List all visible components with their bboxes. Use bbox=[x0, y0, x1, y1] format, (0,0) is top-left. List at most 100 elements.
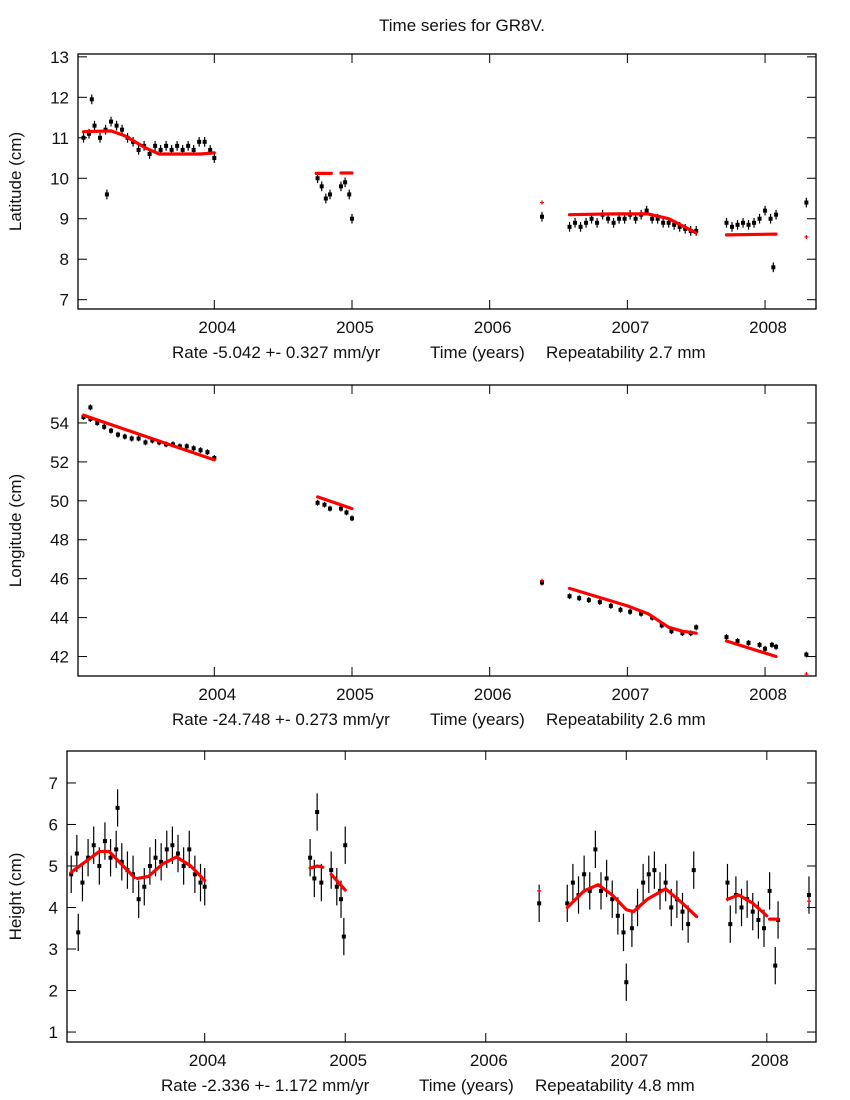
data-point bbox=[598, 888, 603, 893]
data-point bbox=[319, 880, 324, 885]
data-point bbox=[586, 598, 591, 603]
data-point bbox=[767, 888, 772, 893]
data-point bbox=[147, 863, 152, 868]
data-point bbox=[175, 143, 180, 148]
data-point bbox=[565, 901, 570, 906]
data-point bbox=[633, 216, 638, 221]
data-point bbox=[315, 500, 320, 505]
data-point bbox=[181, 863, 186, 868]
x-tick-label: 2007 bbox=[611, 318, 649, 337]
repeatability-label: Repeatability 2.7 mm bbox=[546, 343, 706, 362]
data-point bbox=[617, 216, 622, 221]
data-point bbox=[655, 216, 660, 221]
data-point bbox=[136, 436, 141, 441]
data-point bbox=[694, 228, 699, 233]
data-point bbox=[628, 609, 633, 614]
data-point bbox=[641, 880, 646, 885]
data-point bbox=[341, 934, 346, 939]
x-tick-label: 2006 bbox=[470, 1051, 508, 1070]
data-point bbox=[74, 851, 79, 856]
data-point bbox=[694, 625, 699, 630]
data-point bbox=[119, 859, 124, 864]
data-point bbox=[95, 420, 100, 425]
data-point bbox=[762, 926, 767, 931]
data-point bbox=[577, 596, 582, 601]
y-tick-label: 48 bbox=[50, 531, 69, 550]
data-point bbox=[102, 839, 107, 844]
data-point bbox=[589, 216, 594, 221]
fit-point bbox=[537, 888, 542, 893]
data-point bbox=[197, 139, 202, 144]
data-point bbox=[115, 432, 120, 437]
fit-line bbox=[724, 639, 778, 659]
data-point bbox=[158, 147, 163, 152]
data-point bbox=[593, 847, 598, 852]
data-point bbox=[573, 220, 578, 225]
data-point bbox=[768, 216, 773, 221]
data-point bbox=[646, 872, 651, 877]
x-tick-label: 2005 bbox=[336, 318, 374, 337]
x-axis-label: Time (years) bbox=[419, 1076, 514, 1095]
y-tick-label: 52 bbox=[50, 453, 69, 472]
data-point bbox=[669, 905, 674, 910]
data-point bbox=[164, 847, 169, 852]
y-axis-label: Longitude (cm) bbox=[6, 474, 25, 587]
data-point bbox=[312, 876, 317, 881]
data-point bbox=[108, 855, 113, 860]
data-point bbox=[186, 143, 191, 148]
data-point bbox=[170, 843, 175, 848]
data-point bbox=[344, 510, 349, 515]
y-tick-label: 7 bbox=[49, 774, 58, 793]
y-tick-label: 46 bbox=[50, 570, 69, 589]
y-tick-label: 8 bbox=[60, 250, 69, 269]
y-tick-label: 2 bbox=[49, 982, 58, 1001]
rate-label: Rate -24.748 +- 0.273 mm/yr bbox=[172, 710, 390, 729]
plot-frame bbox=[66, 750, 817, 1043]
figure-title: Time series for GR8V. bbox=[379, 16, 545, 35]
x-tick-label: 2007 bbox=[610, 1051, 648, 1070]
data-point bbox=[771, 265, 776, 270]
data-point bbox=[153, 855, 158, 860]
fit-point bbox=[806, 899, 811, 904]
x-tick-label: 2004 bbox=[198, 685, 236, 704]
y-tick-label: 6 bbox=[49, 815, 58, 834]
fit-line bbox=[135, 855, 207, 883]
plot-frame bbox=[77, 384, 817, 677]
data-point bbox=[159, 859, 164, 864]
data-point bbox=[650, 216, 655, 221]
data-point bbox=[741, 220, 746, 225]
data-point bbox=[180, 147, 185, 152]
panel-height: 1 2 3 4 5 6 7 2004 2005 2006 2007 2008 Height (cm) Ra… bbox=[6, 750, 817, 1095]
panel-longitude: 42 44 46 48 50 52 54 2004 2005 2006 2007 2008 Longit… bbox=[6, 384, 817, 729]
y-tick-label: 5 bbox=[49, 857, 58, 876]
fit-line bbox=[69, 849, 137, 880]
data-point bbox=[212, 156, 217, 161]
data-point bbox=[143, 440, 148, 445]
data-point bbox=[728, 922, 733, 927]
data-point bbox=[109, 428, 114, 433]
data-point bbox=[669, 629, 674, 634]
data-point bbox=[756, 917, 761, 922]
repeatability-label: Repeatability 2.6 mm bbox=[546, 710, 706, 729]
data-point bbox=[750, 909, 755, 914]
data-point bbox=[724, 635, 729, 640]
fit-point bbox=[540, 200, 545, 205]
x-tick-label: 2004 bbox=[189, 1051, 227, 1070]
fit-line bbox=[329, 872, 347, 892]
data-point bbox=[136, 897, 141, 902]
fit-line bbox=[725, 893, 769, 918]
data-point bbox=[752, 220, 757, 225]
data-point bbox=[208, 147, 213, 152]
data-point bbox=[150, 438, 155, 443]
y-tick-label: 1 bbox=[49, 1023, 58, 1042]
data-point bbox=[666, 220, 671, 225]
fit-line bbox=[316, 495, 354, 511]
data-point bbox=[611, 220, 616, 225]
x-tick-label: 2004 bbox=[198, 318, 236, 337]
data-point bbox=[624, 980, 629, 985]
data-point bbox=[322, 502, 327, 507]
data-point bbox=[191, 147, 196, 152]
fit-line bbox=[308, 864, 325, 870]
data-point bbox=[122, 434, 127, 439]
data-point bbox=[308, 855, 313, 860]
